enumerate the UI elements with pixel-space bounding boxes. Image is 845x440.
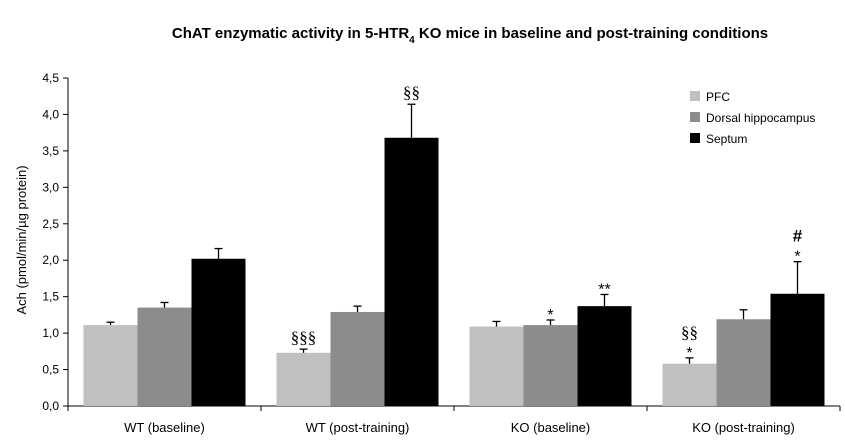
y-tick-label: 0,5 xyxy=(42,363,59,377)
legend-label: PFC xyxy=(706,90,730,104)
legend: PFC Dorsal hippocampus Septum xyxy=(690,90,815,146)
bar xyxy=(469,326,524,406)
x-tick-label: WT (post-training) xyxy=(306,420,410,435)
chart-title: ChAT enzymatic activity in 5-HTR4 KO mic… xyxy=(172,25,768,46)
y-tick-label: 2,5 xyxy=(42,217,59,231)
x-tick-label: KO (baseline) xyxy=(511,420,590,435)
y-tick-label: 4,5 xyxy=(42,71,59,85)
bar xyxy=(384,137,439,406)
y-tick-label: 4,0 xyxy=(42,107,59,121)
bar xyxy=(577,306,632,406)
significance-annotation: ** xyxy=(598,281,610,298)
chart-title-main: ChAT enzymatic activity in 5-HTR xyxy=(172,25,409,42)
bar xyxy=(716,319,771,406)
y-tick-label: 3,5 xyxy=(42,144,59,158)
plot-area: 0,0 0,5 1,0 1,5 2,0 2,5 3,0 3,5 4,0 4,5 WT (baseli… xyxy=(42,71,841,435)
chart-title-subscript: 4 xyxy=(409,35,415,46)
significance-annotation: §§ xyxy=(403,83,420,102)
significance-annotation: §§§ xyxy=(291,328,317,347)
legend-swatch xyxy=(690,112,700,122)
x-tick-label: WT (baseline) xyxy=(124,420,205,435)
significance-annotation: * xyxy=(794,249,800,266)
y-tick-label: 2,0 xyxy=(42,253,59,267)
bar xyxy=(83,325,138,406)
y-tick-label: 0,0 xyxy=(42,399,59,413)
bar xyxy=(137,307,192,406)
legend-label: Septum xyxy=(706,132,747,146)
significance-annotation: §§ xyxy=(681,323,698,342)
significance-annotation: * xyxy=(686,345,692,362)
significance-annotation: * xyxy=(547,307,553,324)
legend-swatch xyxy=(690,91,700,101)
significance-annotation: # xyxy=(793,227,803,246)
x-tick-label: KO (post-training) xyxy=(692,420,795,435)
legend-swatch xyxy=(690,133,700,143)
bar xyxy=(276,352,331,406)
chart-title-rest: KO mice in baseline and post-training co… xyxy=(415,25,768,42)
legend-label: Dorsal hippocampus xyxy=(706,111,815,125)
y-axis-label: Ach (pmol/min/µg protein) xyxy=(14,165,29,314)
bar xyxy=(330,311,385,406)
bar xyxy=(770,293,825,406)
y-tick-label: 1,5 xyxy=(42,290,59,304)
bar xyxy=(191,258,246,406)
bar xyxy=(662,363,717,406)
y-tick-label: 3,0 xyxy=(42,180,59,194)
y-tick-label: 1,0 xyxy=(42,326,59,340)
bar xyxy=(523,325,578,406)
